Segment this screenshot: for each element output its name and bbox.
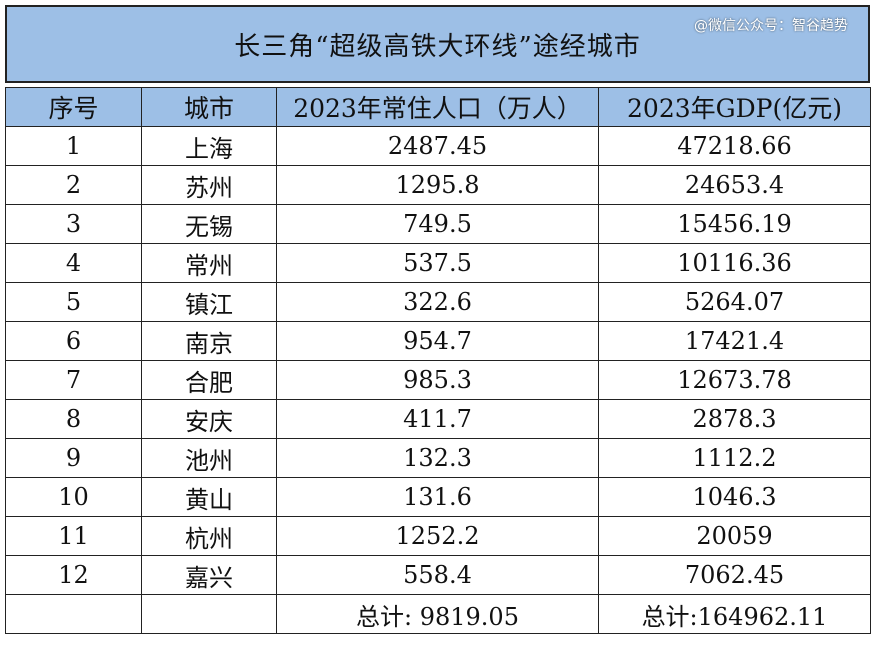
totals-row: 总计: 9819.05 总计:164962.11 bbox=[5, 594, 871, 634]
cell-population[interactable]: 537.5 bbox=[276, 243, 599, 283]
cell-index[interactable]: 2 bbox=[5, 165, 142, 205]
table-row: 10 黄山 131.6 1046.3 bbox=[5, 477, 871, 517]
cell-population[interactable]: 749.5 bbox=[276, 204, 599, 244]
cell-population[interactable]: 1252.2 bbox=[276, 516, 599, 556]
header-row: 序号 城市 2023年常住人口（万人） 2023年GDP(亿元) bbox=[5, 87, 871, 127]
cell-index[interactable]: 1 bbox=[5, 126, 142, 166]
cell-city[interactable]: 镇江 bbox=[141, 282, 277, 322]
cell-population[interactable]: 131.6 bbox=[276, 477, 599, 517]
cell-empty[interactable] bbox=[141, 594, 277, 634]
cell-city[interactable]: 黄山 bbox=[141, 477, 277, 517]
cell-city[interactable]: 安庆 bbox=[141, 399, 277, 439]
table-row: 2 苏州 1295.8 24653.4 bbox=[5, 165, 871, 205]
header-city[interactable]: 城市 bbox=[141, 87, 277, 127]
cell-population[interactable]: 2487.45 bbox=[276, 126, 599, 166]
cell-gdp[interactable]: 1112.2 bbox=[598, 438, 871, 478]
cell-gdp[interactable]: 24653.4 bbox=[598, 165, 871, 205]
cell-empty[interactable] bbox=[5, 594, 142, 634]
cell-index[interactable]: 8 bbox=[5, 399, 142, 439]
cell-index[interactable]: 7 bbox=[5, 360, 142, 400]
cell-population[interactable]: 132.3 bbox=[276, 438, 599, 478]
table-row: 6 南京 954.7 17421.4 bbox=[5, 321, 871, 361]
cell-city[interactable]: 无锡 bbox=[141, 204, 277, 244]
cell-index[interactable]: 9 bbox=[5, 438, 142, 478]
cell-population[interactable]: 954.7 bbox=[276, 321, 599, 361]
cell-city[interactable]: 合肥 bbox=[141, 360, 277, 400]
cell-city[interactable]: 南京 bbox=[141, 321, 277, 361]
cell-gdp[interactable]: 17421.4 bbox=[598, 321, 871, 361]
cell-city[interactable]: 上海 bbox=[141, 126, 277, 166]
cell-city[interactable]: 苏州 bbox=[141, 165, 277, 205]
cell-population[interactable]: 322.6 bbox=[276, 282, 599, 322]
cell-population[interactable]: 558.4 bbox=[276, 555, 599, 595]
cell-gdp[interactable]: 12673.78 bbox=[598, 360, 871, 400]
data-table: 序号 城市 2023年常住人口（万人） 2023年GDP(亿元) 1 上海 2487… bbox=[5, 87, 871, 634]
cell-gdp[interactable]: 47218.66 bbox=[598, 126, 871, 166]
cell-population[interactable]: 1295.8 bbox=[276, 165, 599, 205]
cell-index[interactable]: 3 bbox=[5, 204, 142, 244]
table-row: 4 常州 537.5 10116.36 bbox=[5, 243, 871, 283]
cell-gdp[interactable]: 7062.45 bbox=[598, 555, 871, 595]
table-row: 9 池州 132.3 1112.2 bbox=[5, 438, 871, 478]
cell-gdp[interactable]: 2878.3 bbox=[598, 399, 871, 439]
cell-index[interactable]: 12 bbox=[5, 555, 142, 595]
table-title: 长三角“超级高铁大环线”途经城市 bbox=[234, 31, 641, 62]
cell-city[interactable]: 池州 bbox=[141, 438, 277, 478]
cell-city[interactable]: 杭州 bbox=[141, 516, 277, 556]
table-row: 3 无锡 749.5 15456.19 bbox=[5, 204, 871, 244]
cell-gdp[interactable]: 10116.36 bbox=[598, 243, 871, 283]
cell-population[interactable]: 985.3 bbox=[276, 360, 599, 400]
cell-gdp[interactable]: 5264.07 bbox=[598, 282, 871, 322]
cell-index[interactable]: 4 bbox=[5, 243, 142, 283]
header-gdp[interactable]: 2023年GDP(亿元) bbox=[598, 87, 871, 127]
cell-gdp[interactable]: 20059 bbox=[598, 516, 871, 556]
cell-gdp[interactable]: 15456.19 bbox=[598, 204, 871, 244]
cell-index[interactable]: 6 bbox=[5, 321, 142, 361]
table-row: 1 上海 2487.45 47218.66 bbox=[5, 126, 871, 166]
header-population[interactable]: 2023年常住人口（万人） bbox=[276, 87, 599, 127]
cell-index[interactable]: 10 bbox=[5, 477, 142, 517]
table-row: 7 合肥 985.3 12673.78 bbox=[5, 360, 871, 400]
spreadsheet: 长三角“超级高铁大环线”途经城市 @微信公众号：智谷趋势 序号 城市 2023年… bbox=[5, 5, 872, 646]
total-population[interactable]: 总计: 9819.05 bbox=[276, 594, 599, 634]
table-row: 11 杭州 1252.2 20059 bbox=[5, 516, 871, 556]
title-banner: 长三角“超级高铁大环线”途经城市 @微信公众号：智谷趋势 bbox=[5, 5, 870, 83]
header-index[interactable]: 序号 bbox=[5, 87, 142, 127]
watermark: @微信公众号：智谷趋势 bbox=[694, 18, 848, 34]
table-row: 12 嘉兴 558.4 7062.45 bbox=[5, 555, 871, 595]
cell-gdp[interactable]: 1046.3 bbox=[598, 477, 871, 517]
cell-city[interactable]: 嘉兴 bbox=[141, 555, 277, 595]
table-row: 5 镇江 322.6 5264.07 bbox=[5, 282, 871, 322]
cell-index[interactable]: 11 bbox=[5, 516, 142, 556]
cell-index[interactable]: 5 bbox=[5, 282, 142, 322]
cell-population[interactable]: 411.7 bbox=[276, 399, 599, 439]
cell-city[interactable]: 常州 bbox=[141, 243, 277, 283]
total-gdp[interactable]: 总计:164962.11 bbox=[598, 594, 871, 634]
table-row: 8 安庆 411.7 2878.3 bbox=[5, 399, 871, 439]
